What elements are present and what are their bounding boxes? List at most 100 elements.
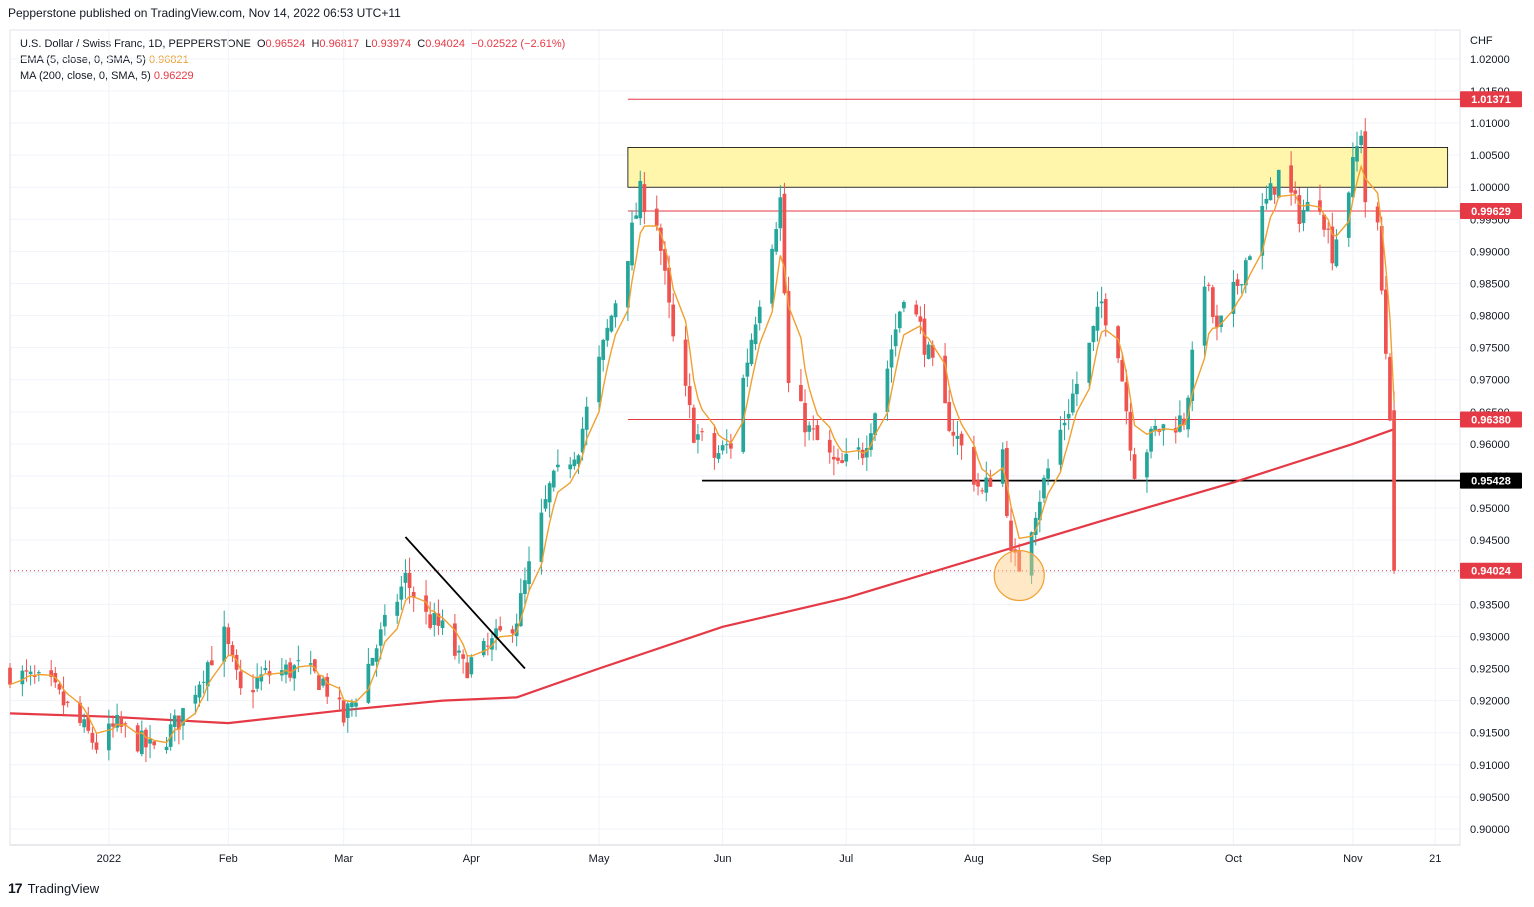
candle-body [840, 460, 844, 464]
candle-body [634, 215, 638, 219]
candle-body [255, 677, 260, 689]
candle-body [630, 222, 634, 266]
candle-body [1379, 226, 1384, 291]
candle-body [292, 665, 297, 679]
candle-body [144, 729, 148, 748]
candle-body [1000, 449, 1005, 484]
candle-body [111, 723, 115, 727]
candle-body [1070, 393, 1075, 413]
legend-ma-row[interactable]: MA (200, close, 0, SMA, 5) 0.96229 [20, 68, 565, 84]
candle-body [1087, 342, 1092, 383]
candle-body [61, 691, 66, 706]
candle-body [1272, 187, 1277, 195]
x-tick-label: Apr [463, 853, 480, 865]
candle-body [436, 613, 441, 626]
candle-body [370, 657, 375, 666]
y-tick-label: 0.91500 [1470, 728, 1510, 740]
candle-body [601, 339, 606, 360]
candle-body [1293, 190, 1298, 194]
candle-body [461, 654, 465, 659]
ema-line [9, 164, 1395, 744]
publisher-line: Pepperstone published on TradingView.com… [8, 6, 401, 20]
price-labels: 1.01371 0.99629 0.96380 0.95428 0.94024 [1460, 91, 1522, 579]
candle-body [465, 662, 470, 679]
x-tick-label: Oct [1225, 853, 1242, 865]
candle-body [498, 626, 503, 631]
candle-body [556, 464, 560, 468]
candle-body [782, 193, 787, 294]
candle-body [424, 595, 428, 612]
y-tick-label: 1.00500 [1470, 150, 1510, 162]
legend-symbol: U.S. Dollar / Swiss Franc, 1D, PEPPERSTO… [20, 38, 251, 50]
candle-body [926, 344, 931, 359]
candle-body [1219, 315, 1223, 327]
x-tick-label: 2022 [97, 853, 121, 865]
candle-body [1326, 228, 1331, 230]
candle-body [378, 629, 383, 646]
time-axis[interactable]: 2022 Feb Mar Apr May Jun Jul Aug Sep Oct Nov 21 [10, 844, 1460, 865]
y-tick-label: 0.96000 [1470, 439, 1510, 451]
candle-body [1124, 382, 1129, 412]
candle-body [65, 701, 70, 703]
candle-body [107, 723, 111, 751]
candle-body [345, 703, 350, 718]
candle-body [374, 648, 379, 662]
candle-body [518, 593, 523, 627]
x-tick-label: Feb [219, 853, 238, 865]
candle-body [1042, 477, 1046, 499]
candle-body [1091, 326, 1096, 343]
candle-body [729, 443, 733, 449]
price-axis[interactable]: CHF1.020001.015001.010001.005001.000000.… [1470, 35, 1510, 836]
candle-body [36, 672, 41, 674]
candle-body [1210, 287, 1215, 317]
candle-body [724, 444, 729, 446]
candle-body [691, 407, 696, 443]
candle-body [28, 671, 33, 675]
candle-body [1215, 315, 1219, 328]
candle-body [197, 684, 202, 698]
tradingview-logo[interactable]: 17 TradingView [8, 880, 99, 896]
candle-body [172, 715, 177, 727]
highlight-circle [993, 549, 1045, 602]
candle-body [799, 384, 803, 402]
candle-body [1033, 517, 1038, 535]
candle-body [135, 725, 140, 752]
candle-body [976, 480, 980, 487]
candle-body [1305, 201, 1310, 212]
candle-body [288, 662, 292, 678]
price-label: 1.01371 [1471, 94, 1511, 106]
candle-body [407, 572, 412, 588]
price-label: 0.96380 [1471, 415, 1511, 427]
candle-body [856, 447, 861, 450]
candle-body [918, 316, 923, 322]
candle-body [749, 339, 754, 365]
candle-body [712, 433, 717, 458]
candle-body [543, 499, 548, 509]
x-tick-label: Jun [714, 853, 732, 865]
candle-body [152, 741, 157, 746]
candle-body [1383, 289, 1388, 354]
legend-ema-row[interactable]: EMA (5, close, 0, SMA, 5) 0.96821 [20, 52, 565, 68]
candle-body [453, 623, 457, 656]
candle-body [584, 406, 589, 430]
candle-body [238, 671, 243, 689]
candle-body [1392, 410, 1396, 571]
candle-body [164, 746, 169, 751]
candle-body [972, 446, 976, 485]
candle-body [251, 689, 255, 693]
candle-body [230, 645, 235, 656]
candle-body [1318, 200, 1322, 212]
candle-body [1260, 205, 1265, 256]
price-label-bg [1460, 203, 1522, 220]
x-tick-label: Sep [1092, 853, 1112, 865]
y-tick-label: 0.91000 [1470, 760, 1510, 772]
candle-body [1046, 468, 1050, 479]
candle-body [321, 678, 325, 686]
candle-body [951, 431, 956, 436]
candle-body [1095, 306, 1100, 331]
legend-symbol-row: U.S. Dollar / Swiss Franc, 1D, PEPPERSTO… [20, 36, 565, 52]
drawings-layer [404, 536, 1045, 670]
candle-body [753, 324, 758, 345]
candle-body [490, 638, 494, 650]
